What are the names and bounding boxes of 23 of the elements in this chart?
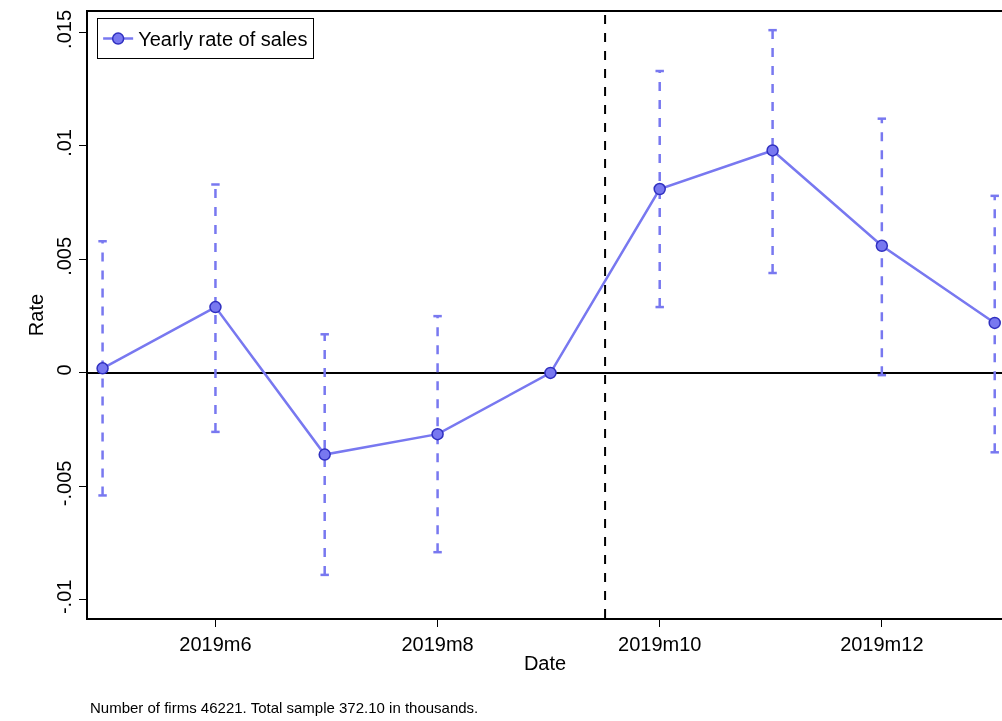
point xyxy=(653,182,666,196)
x-tick-label: 2019m8 xyxy=(401,632,474,655)
y-tick-label: .005 xyxy=(53,236,76,276)
x-tick-label: 2019m12 xyxy=(840,632,924,655)
x-axis-title: Date xyxy=(523,651,567,674)
point xyxy=(766,144,779,157)
point xyxy=(988,316,1001,330)
legend-label: Yearly rate of sales xyxy=(138,28,308,51)
y-tick-label: .01 xyxy=(53,129,76,157)
x-tick-label: 2019m10 xyxy=(618,632,702,655)
point xyxy=(544,366,557,380)
y-axis-title: Rate xyxy=(25,293,48,337)
point xyxy=(875,239,889,253)
x-tick-label: 2019m6 xyxy=(179,632,252,655)
point xyxy=(318,448,331,461)
point xyxy=(209,300,222,314)
point xyxy=(96,362,109,375)
y-tick-label: .015 xyxy=(53,9,76,49)
y-tick-label: -.005 xyxy=(53,460,76,507)
point xyxy=(431,427,444,441)
text: Number of firms 46221. Total sample 372.10 in thousands. xyxy=(90,699,479,716)
y-tick-label: -.01 xyxy=(53,579,76,615)
y-tick-label: 0 xyxy=(53,364,76,376)
